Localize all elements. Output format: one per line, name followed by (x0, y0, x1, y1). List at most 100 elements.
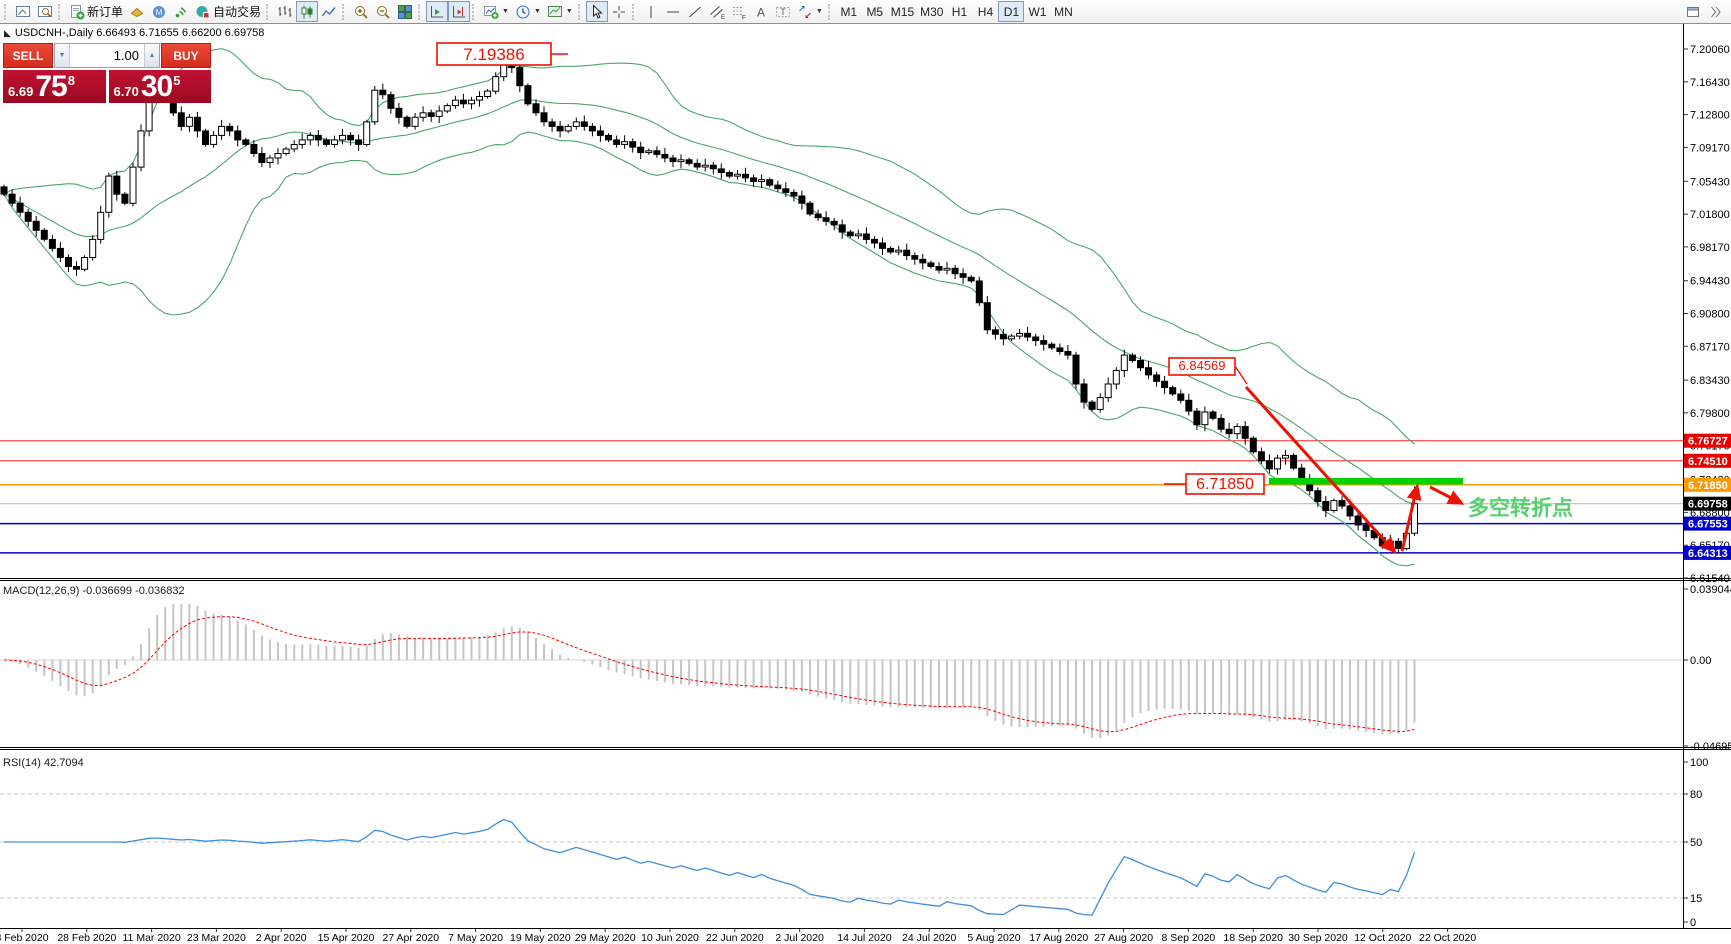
toolbar-button-label: H1 (951, 4, 968, 19)
date-label: 30 Sep 2020 (1288, 932, 1348, 944)
toolbar-button-label: H4 (977, 4, 994, 19)
price-callout-label[interactable]: 7.19386 (436, 42, 568, 66)
price-tick-label: 6.83430 (1690, 375, 1730, 387)
toolbar-button-equidistant-channel[interactable]: E (706, 1, 728, 22)
toolbar-button-deposit[interactable] (126, 1, 148, 22)
price-tag (1684, 433, 1731, 448)
macd-panel (0, 603, 1683, 739)
toolbar-button-trendline[interactable] (684, 1, 706, 22)
toolbar-button-zoom-in[interactable] (350, 1, 372, 22)
toolbar-button-label: MN (1054, 4, 1073, 19)
template-icon (547, 5, 562, 17)
trend-arrow (1244, 385, 1397, 554)
macd-signal-line (3, 616, 1415, 733)
toolbar-button-periods[interactable]: ▼ (512, 1, 544, 22)
timeframe-tf-m5[interactable]: M5 (862, 1, 888, 22)
toolbar-button-signals[interactable] (170, 1, 192, 22)
signal-icon (175, 6, 187, 17)
timeframe-tf-m30[interactable]: M30 (917, 1, 946, 22)
date-label: 8 Sep 2020 (1162, 932, 1216, 944)
volume-decrease-button[interactable]: ▼ (55, 44, 70, 67)
turning-point-annotation[interactable]: 多空转折点 (1468, 496, 1573, 520)
chevron-right-icon (1711, 6, 1721, 17)
price-callout-label[interactable]: 6.84569 (1168, 357, 1248, 385)
toolbar-button-line-chart[interactable] (318, 1, 340, 22)
support-bar-green (1269, 478, 1463, 485)
horizontal-level-lines[interactable] (0, 440, 1683, 554)
toolbar-button-chart-window[interactable] (12, 1, 34, 22)
toolbar-button-chart-shift[interactable] (448, 1, 471, 22)
crosshair-icon (612, 5, 625, 18)
toolbar-button-text[interactable]: A (750, 1, 772, 22)
autotrade-icon (196, 5, 210, 18)
price-tick-label: 7.20060 (1690, 44, 1730, 56)
buy-button[interactable]: BUY (161, 43, 211, 68)
macd-indicator-label: MACD(12,26,9) -0.036699 -0.036832 (3, 585, 185, 597)
rsi-panel (0, 793, 1683, 916)
toolbar-button-toolbar-overflow[interactable] (1704, 1, 1726, 22)
toolbar-button-tile-windows[interactable] (394, 1, 416, 22)
rsi-indicator-label: RSI(14) 42.7094 (3, 757, 84, 769)
date-label: 2 Jul 2020 (775, 932, 824, 944)
toolbar-button-mql5-community[interactable]: M (148, 1, 170, 22)
timeframe-tf-h1[interactable]: H1 (946, 1, 972, 22)
toolbar-button-arrows[interactable]: ▼ (794, 1, 826, 22)
toolbar-button-indicators[interactable]: ▼ (480, 1, 512, 22)
linechart-icon (321, 6, 336, 16)
price-tick-label: 6.79800 (1690, 408, 1730, 420)
zoom-out-icon (377, 5, 390, 19)
timeframe-tf-h4[interactable]: H4 (972, 1, 998, 22)
price-callout-label[interactable]: 6.71850 (1164, 473, 1265, 495)
toolbar-button-auto-trading[interactable]: 自动交易 (192, 1, 264, 22)
toolbar-button-label: M5 (866, 4, 884, 19)
trend-annotations[interactable]: 7.19386 6.84569 6.71850 多空转折点 (436, 42, 1573, 554)
toolbar-button-label: M30 (920, 4, 944, 19)
candles-icon (301, 5, 313, 18)
timeframe-tf-mn[interactable]: MN (1050, 1, 1076, 22)
toolbar-grip (418, 3, 423, 20)
timeframe-tf-m15[interactable]: M15 (888, 1, 917, 22)
toolbar-button-templates[interactable]: ▼ (544, 1, 576, 22)
date-label: 22 Oct 2020 (1419, 932, 1476, 944)
macd-axis-label: -0.046959 (1690, 741, 1731, 753)
toolbar-button-text-label[interactable]: T (772, 1, 794, 22)
price-tag-label: 6.71850 (1688, 480, 1728, 492)
toolbar-button-bar-chart[interactable] (274, 1, 296, 22)
toolbar-button-data-preview[interactable] (34, 1, 56, 22)
svg-text:6.71850: 6.71850 (1196, 476, 1254, 493)
toolbar-grip (827, 3, 833, 20)
toolbar-grip (4, 3, 9, 20)
timeframe-tf-d1[interactable]: D1 (998, 1, 1025, 22)
toolbar-button-new-order[interactable]: 新订单 (66, 1, 126, 22)
bid-price-prefix: 6.69 (8, 84, 34, 99)
volume-input[interactable] (70, 44, 144, 67)
toolbar-button-horizontal-line[interactable] (662, 1, 684, 22)
timeframe-tf-w1[interactable]: W1 (1024, 1, 1050, 22)
timeframe-tf-m1[interactable]: M1 (836, 1, 862, 22)
toolbar-button-crosshair[interactable] (608, 1, 630, 22)
symbol-ohlc-text: USDCNH-,Daily 6.66493 6.71655 6.66200 6.… (14, 27, 265, 39)
channel-icon: E (710, 5, 725, 20)
volume-increase-button[interactable]: ▲ (144, 44, 159, 67)
toolbar-button-candle-chart[interactable] (296, 1, 319, 22)
svg-text:T: T (780, 7, 786, 17)
toolbar-button-cursor[interactable] (585, 1, 608, 22)
price-tick-label: 7.16430 (1690, 77, 1730, 89)
toolbar-button-zoom-out[interactable] (372, 1, 394, 22)
toolbar-button-fibonacci[interactable]: F (728, 1, 750, 22)
date-label: 2 Apr 2020 (256, 932, 307, 944)
sell-button[interactable]: SELL (3, 43, 53, 68)
toolbar-button-auto-scroll[interactable] (426, 1, 449, 22)
price-axis[interactable]: 7.20060 7.16430 7.12800 7.09170 7.05430 7.018… (1683, 44, 1731, 929)
date-label: 22 Jun 2020 (706, 932, 764, 944)
ask-price-tile[interactable]: 6.70 30 5 (108, 70, 211, 103)
symbol-ohlc-line: ◣ USDCNH-,Daily 6.66493 6.71655 6.66200 … (4, 27, 264, 39)
toolbar-grip (472, 3, 477, 20)
bid-price-tile[interactable]: 6.69 75 8 (3, 70, 106, 103)
date-axis[interactable]: 3 Feb 2020 28 Feb 2020 11 Mar 2020 23 Mar 2… (0, 929, 1476, 944)
toolbar-button-vertical-line[interactable] (640, 1, 662, 22)
date-label: 27 Apr 2020 (382, 932, 439, 944)
toolbar-button-new-chart-window[interactable] (1682, 1, 1704, 22)
